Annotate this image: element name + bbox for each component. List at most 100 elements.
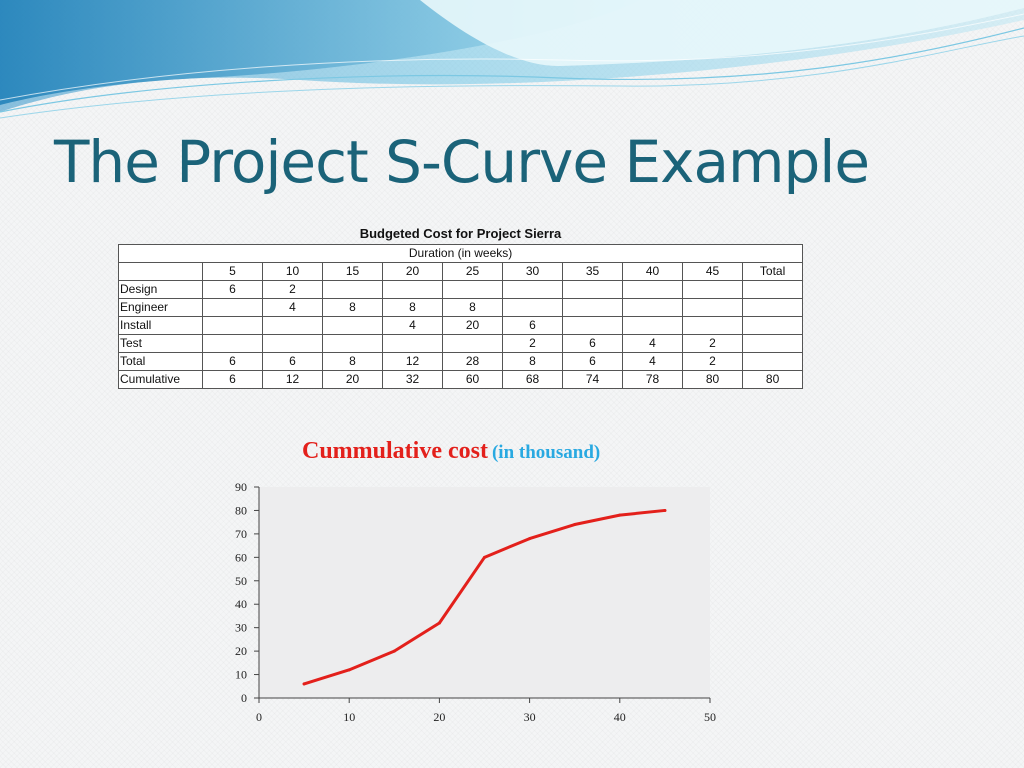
table-cell	[202, 298, 263, 317]
table-cell	[682, 280, 743, 299]
table-cell	[741, 316, 804, 335]
table-cell: 8	[382, 298, 443, 317]
data-point	[347, 668, 351, 672]
row-label-cell	[118, 262, 203, 281]
data-point	[528, 537, 532, 541]
table-cell: 8	[442, 298, 503, 317]
table-cell: 68	[502, 370, 563, 389]
table-cell	[322, 334, 383, 353]
table-cell: 8	[322, 352, 383, 371]
table-row: Test 2 6 4 2	[118, 334, 804, 353]
table-row: Total 6 6 8 12 28 8 6 4 2	[118, 352, 804, 371]
table-cell: 32	[382, 370, 443, 389]
row-label-cell: Total	[118, 352, 203, 371]
row-label-cell: Cumulative	[118, 370, 203, 389]
x-tick-label: 50	[704, 710, 716, 724]
table-cell: 20	[442, 316, 503, 335]
table-cell: 10	[262, 262, 323, 281]
y-tick-label: 30	[235, 621, 247, 635]
slide-title: The Project S-Curve Example	[54, 128, 870, 196]
y-tick-label: 20	[235, 644, 247, 658]
data-point	[437, 621, 441, 625]
table-cell: 20	[382, 262, 443, 281]
y-tick-label: 70	[235, 527, 247, 541]
duration-label: Duration (in weeks)	[117, 244, 804, 263]
table-cell: 2	[262, 280, 323, 299]
chart-heading: Cummulative cost (in thousand)	[302, 438, 600, 465]
table-cell: 8	[502, 352, 563, 371]
table-cell	[202, 334, 263, 353]
table-cell: 80	[682, 370, 743, 389]
plot-area	[259, 487, 710, 698]
table-cell: 30	[502, 262, 563, 281]
y-tick-label: 80	[235, 503, 247, 517]
table-cell: 6	[502, 316, 563, 335]
header-wave-decoration	[0, 0, 1024, 119]
x-tick-label: 20	[433, 710, 445, 724]
row-label-cell: Design	[118, 280, 203, 299]
table-cell	[502, 280, 563, 299]
table-cell: 6	[202, 370, 263, 389]
table-cell: 12	[262, 370, 323, 389]
table-cell: 6	[202, 280, 263, 299]
table-duration-row: Duration (in weeks)	[117, 244, 804, 263]
table-cell	[322, 316, 383, 335]
table-cell	[741, 352, 804, 371]
data-point	[663, 508, 667, 512]
table-cell: 35	[562, 262, 623, 281]
table-cell: 2	[682, 334, 743, 353]
table-cell: 6	[562, 334, 623, 353]
table-cell: 40	[622, 262, 683, 281]
x-tick-label: 0	[256, 710, 262, 724]
data-point	[483, 555, 486, 559]
chart-heading-main: Cummulative cost	[302, 438, 488, 464]
cumulative-cost-chart: 0 10 20 30 40 50 60 70 80 90 0 10 20 30 40 50	[235, 480, 716, 724]
table-row: Design 6 2	[118, 280, 804, 299]
chart-heading-sub: (in thousand)	[491, 442, 601, 463]
table-cell	[622, 316, 683, 335]
table-cell: 74	[562, 370, 623, 389]
table-cell: 2	[502, 334, 563, 353]
table-cell: 4	[382, 316, 443, 335]
table-cell	[741, 334, 804, 353]
table-cell: 4	[622, 352, 683, 371]
table-cell: 4	[262, 298, 323, 317]
table-cell: 80	[741, 370, 804, 389]
row-label-cell: Test	[118, 334, 203, 353]
table-cell: 60	[442, 370, 503, 389]
table-cell	[622, 298, 683, 317]
row-label-cell: Engineer	[118, 298, 203, 317]
data-point	[302, 682, 306, 686]
table-cell: 12	[382, 352, 443, 371]
table-cell	[202, 316, 263, 335]
data-point	[618, 513, 622, 517]
table-cell: 25	[442, 262, 503, 281]
table-cell	[502, 298, 563, 317]
table-cell: 8	[322, 298, 383, 317]
table-cell	[262, 316, 323, 335]
row-label-cell: Install	[118, 316, 203, 335]
table-cell: 6	[262, 352, 323, 371]
table-cell: 78	[622, 370, 683, 389]
table-cell	[562, 316, 623, 335]
y-tick-label: 0	[241, 691, 247, 705]
table-cell	[442, 334, 503, 353]
y-tick-label: 10	[235, 668, 247, 682]
table-cell	[562, 298, 623, 317]
table-cell: 2	[682, 352, 743, 371]
table-cell	[682, 298, 743, 317]
table-cell: 5	[202, 262, 263, 281]
data-point	[573, 523, 577, 527]
table-cell	[382, 334, 443, 353]
table-cell	[682, 316, 743, 335]
table-cell: 6	[202, 352, 263, 371]
table-cell: 45	[682, 262, 743, 281]
table-cell: 15	[322, 262, 383, 281]
table-cell	[322, 280, 383, 299]
table-cell	[562, 280, 623, 299]
x-tick-label: 40	[614, 710, 626, 724]
y-tick-label: 50	[235, 574, 247, 588]
table-cell: 4	[622, 334, 683, 353]
y-tick-label: 60	[235, 550, 247, 564]
table-cell	[262, 334, 323, 353]
